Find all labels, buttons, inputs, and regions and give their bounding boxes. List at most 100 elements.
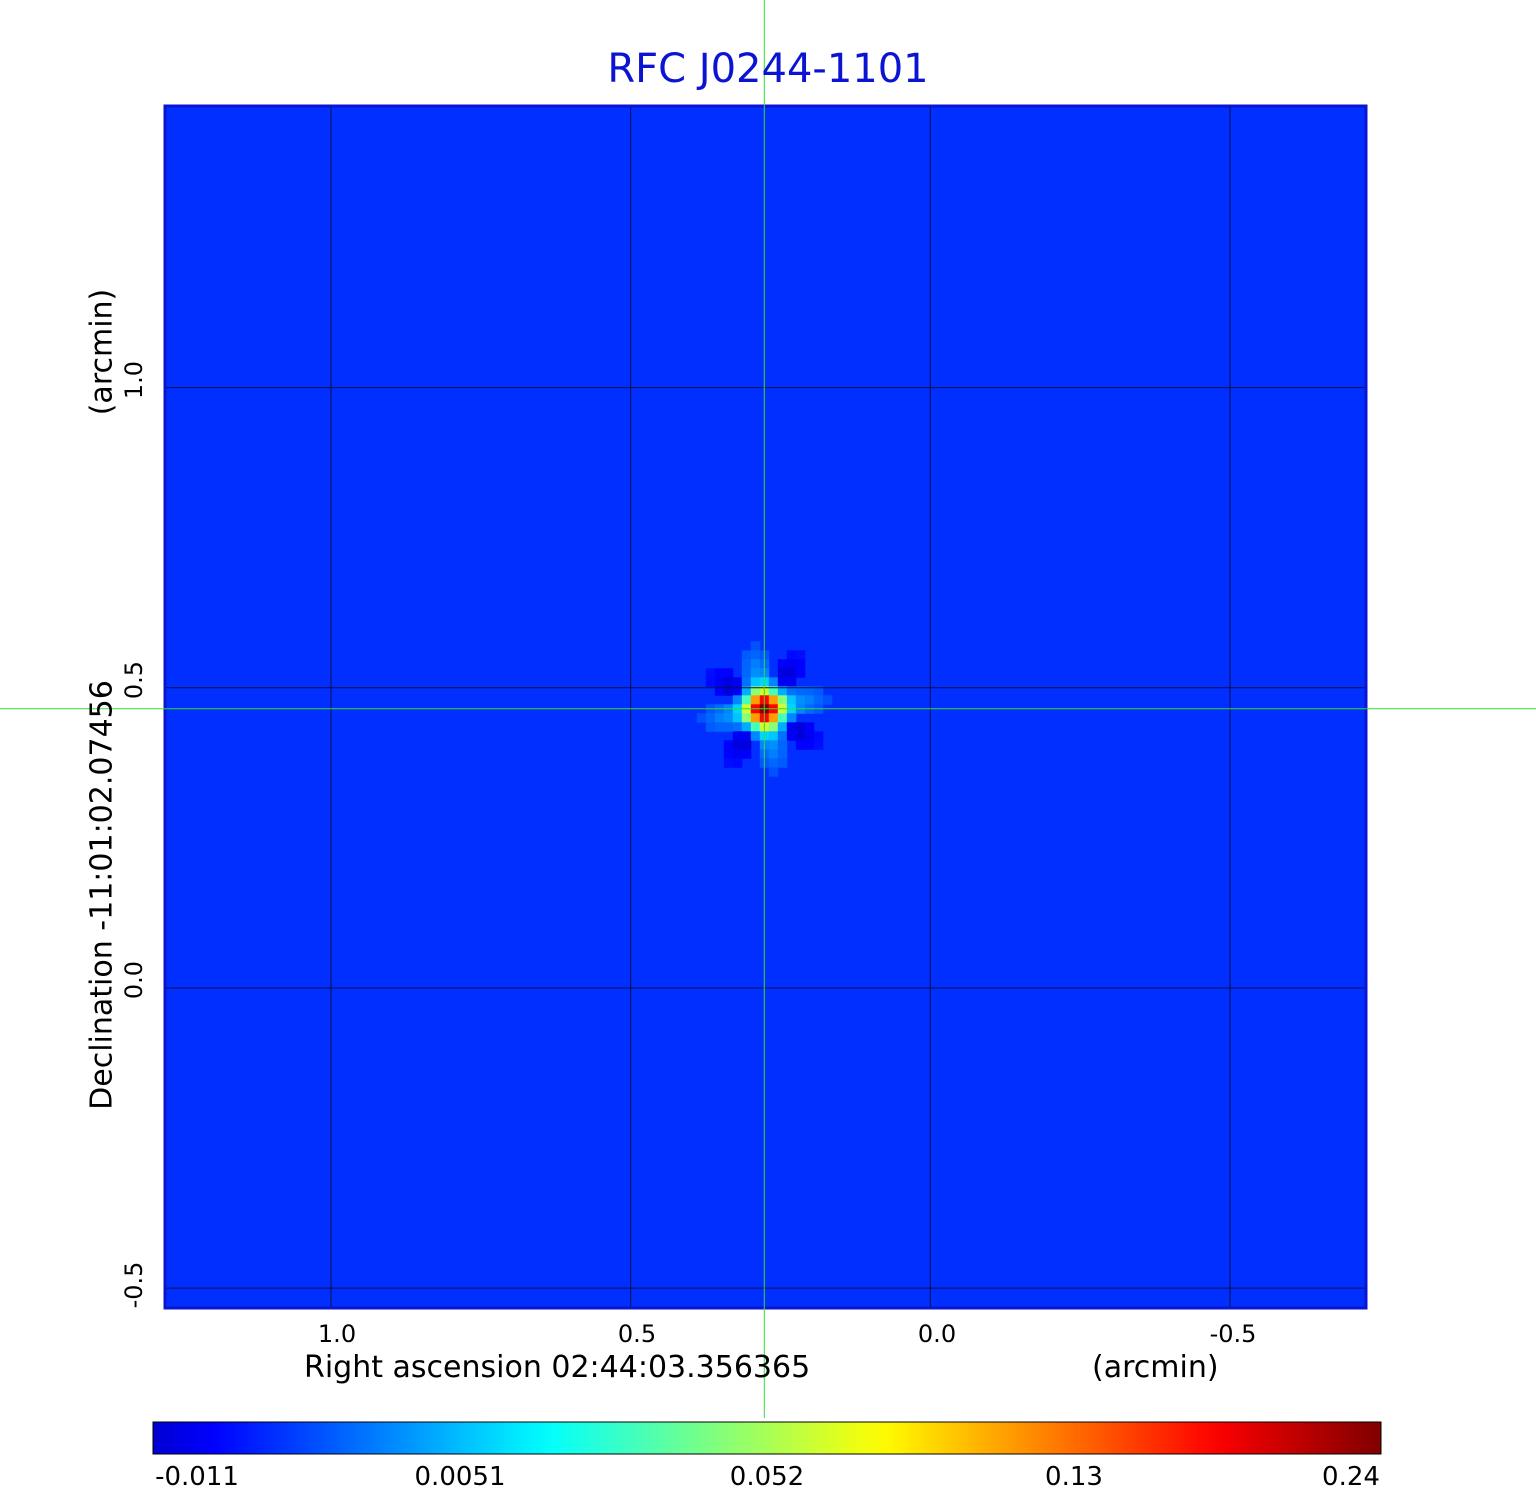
heatmap-cell bbox=[786, 695, 797, 705]
heatmap-cell bbox=[714, 677, 725, 687]
heatmap-cell bbox=[795, 695, 806, 705]
heatmap-cell bbox=[750, 650, 761, 660]
heatmap-cell bbox=[723, 722, 734, 732]
heatmap-cell bbox=[777, 758, 788, 768]
heatmap-cell bbox=[723, 713, 734, 723]
colorbar-tick-label: 0.13 bbox=[1045, 1462, 1103, 1492]
heatmap-cell bbox=[786, 722, 797, 732]
colorbar-tick-label: 0.052 bbox=[729, 1462, 805, 1492]
colorbar-tick-label: -0.011 bbox=[155, 1462, 239, 1492]
heatmap-cell bbox=[768, 749, 779, 759]
heatmap-cell bbox=[795, 686, 806, 696]
y-axis-label: Declination -11:01:02.07456 bbox=[84, 680, 120, 1110]
heatmap-cell bbox=[723, 758, 734, 768]
heatmap-cell bbox=[732, 722, 743, 732]
x-tick-label: 0.0 bbox=[917, 1320, 957, 1348]
heatmap-image bbox=[165, 106, 1366, 1308]
y-tick-label: 0.5 bbox=[120, 660, 148, 700]
heatmap-cell bbox=[714, 686, 725, 696]
heatmap-cell bbox=[741, 677, 752, 687]
heatmap-cell bbox=[786, 731, 797, 741]
heatmap-cell bbox=[768, 740, 779, 750]
heatmap-cell bbox=[705, 722, 716, 732]
heatmap-cell bbox=[777, 740, 788, 750]
heatmap-cell bbox=[777, 686, 788, 696]
heatmap-cell bbox=[705, 668, 716, 678]
heatmap-cell bbox=[732, 758, 743, 768]
heatmap-cell bbox=[768, 731, 779, 741]
colorbar-tick-label: 0.0051 bbox=[414, 1462, 506, 1492]
heatmap-cell bbox=[732, 713, 743, 723]
colorbar-gradient bbox=[152, 1421, 1382, 1455]
heatmap-cell bbox=[795, 722, 806, 732]
plot-frame bbox=[163, 104, 1368, 1310]
heatmap-cell bbox=[714, 713, 725, 723]
heatmap-cell bbox=[804, 731, 815, 741]
heatmap-cell bbox=[732, 749, 743, 759]
heatmap-cell bbox=[777, 731, 788, 741]
heatmap-cell bbox=[768, 713, 779, 723]
y-tick-label: 1.0 bbox=[120, 360, 148, 400]
x-tick-label: -0.5 bbox=[1209, 1320, 1257, 1348]
crosshair bbox=[0, 0, 1536, 1418]
x-tick-label: 0.5 bbox=[617, 1320, 657, 1348]
y-tick-label: -0.5 bbox=[120, 1261, 148, 1309]
heatmap-cell bbox=[768, 686, 779, 696]
heatmap-cell bbox=[777, 749, 788, 759]
heatmap-cell bbox=[750, 659, 761, 669]
heatmap-cell bbox=[723, 686, 734, 696]
heatmap-cell bbox=[750, 668, 761, 678]
heatmap-cell bbox=[723, 749, 734, 759]
heatmap-cell bbox=[786, 659, 797, 669]
heatmap-cell bbox=[732, 731, 743, 741]
heatmap-cell bbox=[714, 668, 725, 678]
heatmap-cell bbox=[786, 686, 797, 696]
coordinate-grid bbox=[165, 106, 1366, 1308]
y-axis-unit: (arcmin) bbox=[84, 288, 120, 416]
heatmap-cell bbox=[795, 731, 806, 741]
heatmap-cell bbox=[813, 740, 824, 750]
heatmap-cell bbox=[714, 722, 725, 732]
heatmap-cell bbox=[777, 677, 788, 687]
heatmap-cell bbox=[786, 677, 797, 687]
heatmap-cell bbox=[804, 740, 815, 750]
heatmap-cell bbox=[732, 740, 743, 750]
heatmap-cell bbox=[813, 731, 824, 741]
heatmap-cell bbox=[705, 713, 716, 723]
heatmap-cell bbox=[741, 659, 752, 669]
heatmap-cell bbox=[804, 686, 815, 696]
heatmap-cell bbox=[732, 677, 743, 687]
heatmap-cell bbox=[723, 740, 734, 750]
x-axis-label: Right ascension 02:44:03.356365 bbox=[304, 1350, 811, 1385]
heatmap-cell bbox=[768, 758, 779, 768]
chart-title: RFC J0244-1101 bbox=[607, 46, 929, 92]
heatmap-cell bbox=[795, 659, 806, 669]
heatmap-cell bbox=[777, 668, 788, 678]
heatmap-cell bbox=[777, 659, 788, 669]
heatmap-cell bbox=[750, 641, 761, 651]
heatmap-cell bbox=[741, 650, 752, 660]
heatmap-cell bbox=[768, 767, 779, 777]
heatmap-cell bbox=[786, 650, 797, 660]
heatmap-cell bbox=[741, 731, 752, 741]
heatmap-cell bbox=[822, 695, 833, 705]
heatmap-cell bbox=[768, 677, 779, 687]
heatmap-cell bbox=[750, 686, 761, 696]
heatmap-cell bbox=[804, 722, 815, 732]
heatmap-cell bbox=[741, 749, 752, 759]
heatmap-cell bbox=[741, 713, 752, 723]
heatmap-cell bbox=[750, 713, 761, 723]
heatmap-cell bbox=[768, 695, 779, 705]
heatmap-cell bbox=[786, 668, 797, 678]
heatmap-cell bbox=[705, 677, 716, 687]
heatmap-cell bbox=[777, 722, 788, 732]
heatmap-cell bbox=[696, 713, 707, 723]
heatmap-cell bbox=[750, 722, 761, 732]
heatmap-cell bbox=[777, 713, 788, 723]
heatmap-cell bbox=[813, 695, 824, 705]
heatmap-cell bbox=[723, 677, 734, 687]
heatmap-cell bbox=[732, 686, 743, 696]
heatmap-cell bbox=[741, 668, 752, 678]
heatmap-cell bbox=[786, 713, 797, 723]
